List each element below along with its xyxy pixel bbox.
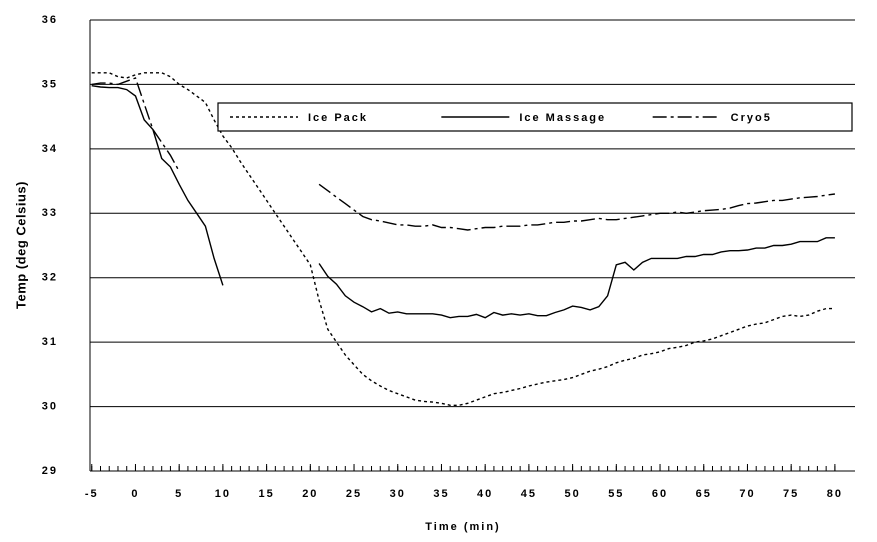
x-tick-label: 55 [608, 488, 624, 500]
y-tick-label: 33 [42, 207, 58, 219]
x-tick-label: 40 [477, 488, 493, 500]
x-tick-label: 20 [302, 488, 318, 500]
x-tick-label: -5 [85, 488, 99, 500]
x-tick-label: 75 [783, 488, 799, 500]
legend-label: Cryo5 [731, 112, 772, 124]
y-tick-label: 31 [42, 336, 58, 348]
data-line [91, 72, 835, 406]
y-tick-label: 36 [42, 14, 58, 26]
y-tick-label: 30 [42, 400, 58, 412]
legend-label: Ice Pack [308, 112, 368, 124]
legend-box [217, 102, 853, 132]
data-line [91, 77, 835, 231]
x-tick-label: 45 [521, 488, 537, 500]
x-tick-label: 25 [346, 488, 362, 500]
x-tick-label: 0 [131, 488, 139, 500]
x-tick-label: 50 [564, 488, 580, 500]
data-line [91, 85, 835, 319]
x-tick-label: 30 [390, 488, 406, 500]
x-tick-label: 10 [215, 488, 231, 500]
x-axis-label: Time (min) [425, 521, 500, 533]
y-axis-label: Temp (deg Celsius) [13, 181, 28, 309]
y-tick-label: 35 [42, 78, 58, 90]
legend-label: Ice Massage [519, 112, 606, 124]
x-tick-label: 15 [258, 488, 274, 500]
x-tick-label: 70 [739, 488, 755, 500]
x-tick-label: 80 [827, 488, 843, 500]
y-tick-label: 29 [42, 465, 58, 477]
x-tick-label: 5 [175, 488, 183, 500]
x-tick-label: 35 [433, 488, 449, 500]
y-tick-label: 32 [42, 272, 58, 284]
x-tick-label: 65 [696, 488, 712, 500]
y-tick-label: 34 [42, 143, 58, 155]
x-tick-label: 60 [652, 488, 668, 500]
